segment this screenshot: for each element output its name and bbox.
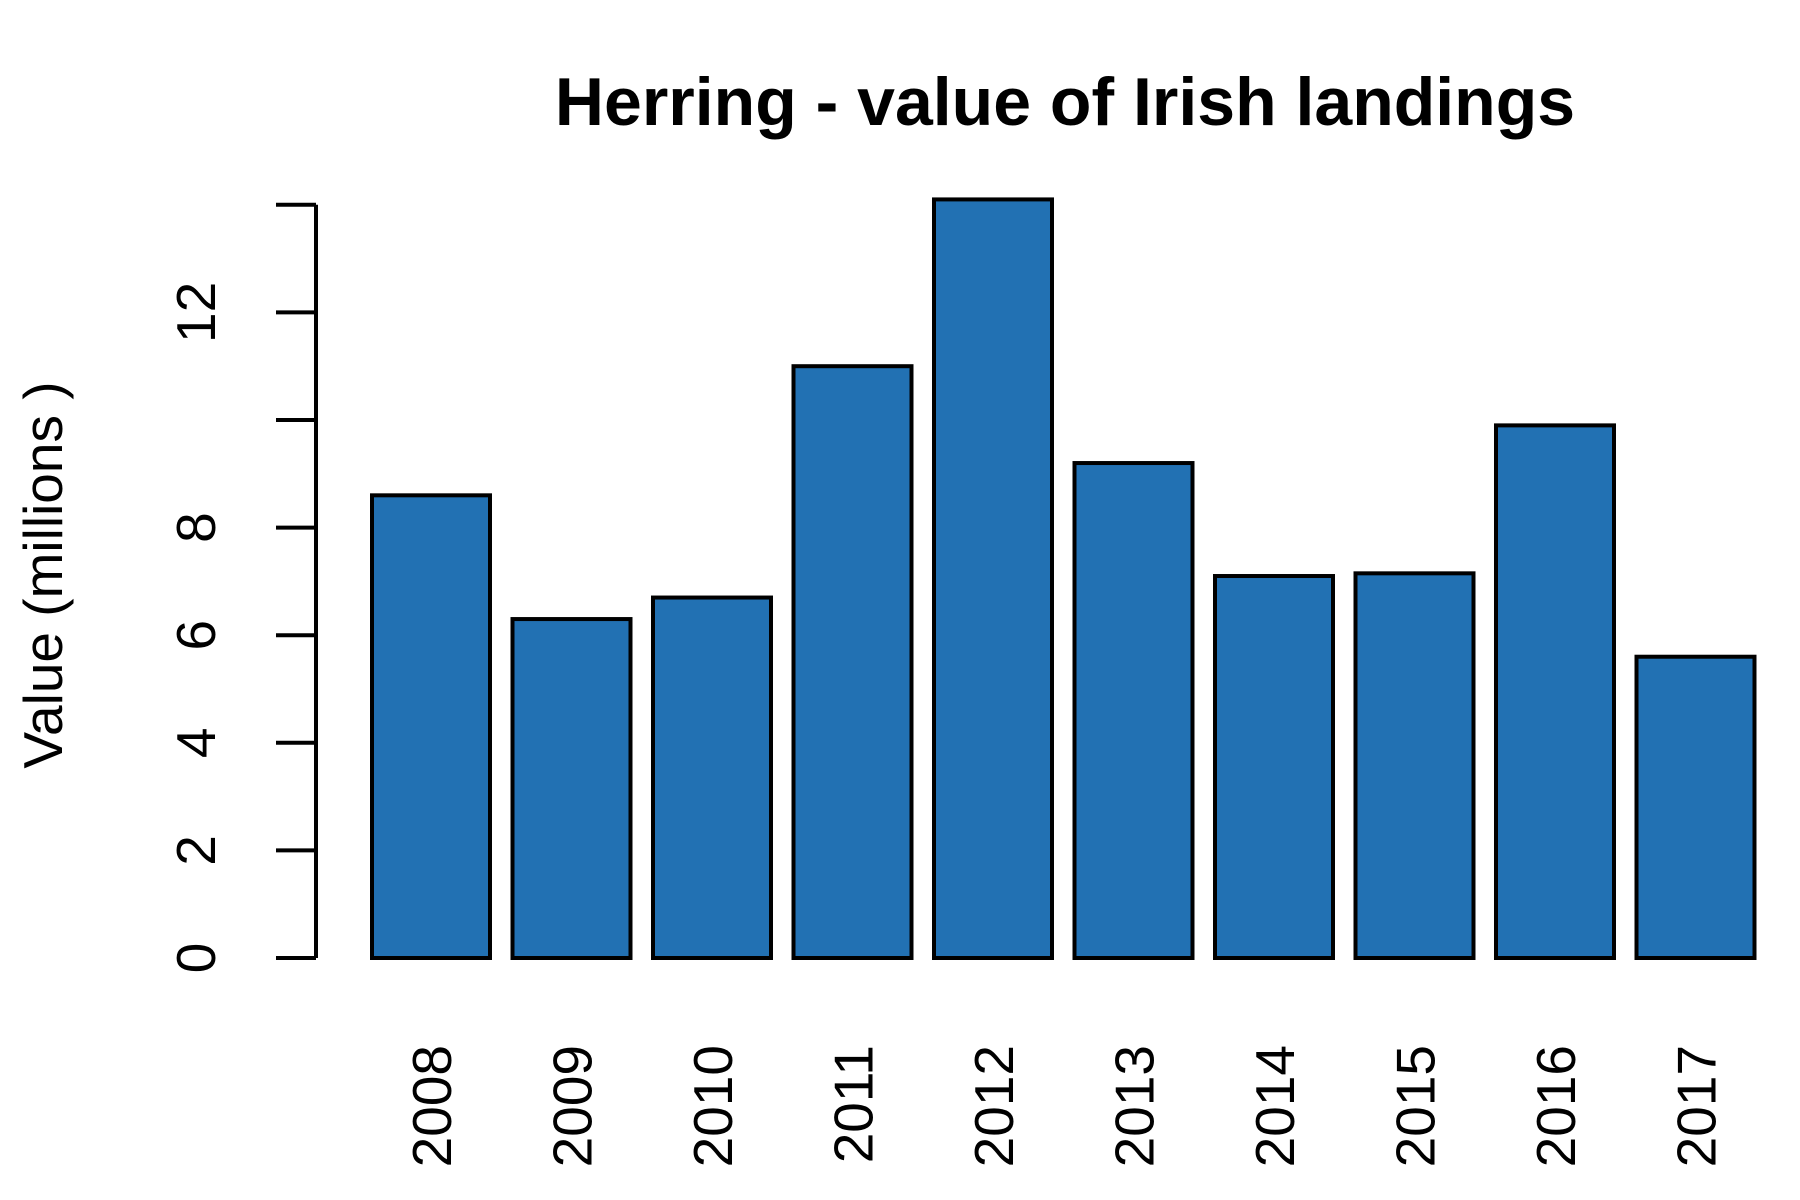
bar-2009 (510, 617, 633, 960)
x-tick-label: 2011 (823, 1045, 885, 1163)
bar-2012 (932, 197, 1054, 961)
bar-2011 (791, 364, 914, 960)
y-tick-label: 12 (165, 282, 227, 343)
bar-2017 (1634, 654, 1757, 960)
bar-2014 (1213, 574, 1335, 961)
x-tick-label: 2008 (401, 1045, 463, 1167)
x-tick-labels: 2008 2009 2010 2011 2012 2013 2014 2015 2016 2017 (401, 1045, 1728, 1167)
bar-2013 (1072, 461, 1195, 960)
bar-2008 (370, 493, 492, 960)
bar-2015 (1353, 571, 1476, 961)
x-tick-label: 2015 (1385, 1045, 1447, 1167)
x-tick-label: 2016 (1525, 1045, 1587, 1167)
chart-title: Herring - value of Irish landings (555, 64, 1575, 140)
x-tick-label: 2012 (963, 1045, 1025, 1167)
y-tick-label: 2 (165, 835, 227, 866)
y-tick-label: 6 (165, 620, 227, 651)
bar-2016 (1494, 423, 1616, 960)
x-tick-label: 2010 (682, 1045, 744, 1167)
y-axis-label: Value (millions ) (12, 381, 74, 768)
y-tick-label: 0 (165, 943, 227, 974)
x-tick-label: 2013 (1104, 1045, 1166, 1167)
y-tick-label: 4 (165, 728, 227, 759)
y-tick-label: 8 (165, 512, 227, 543)
x-tick-label: 2009 (542, 1045, 604, 1167)
bars (370, 197, 1757, 961)
x-tick-label: 2017 (1666, 1045, 1728, 1167)
bar-2010 (651, 595, 773, 960)
x-tick-label: 2014 (1244, 1045, 1306, 1167)
y-axis: 0 2 4 6 8 12 (165, 202, 318, 974)
